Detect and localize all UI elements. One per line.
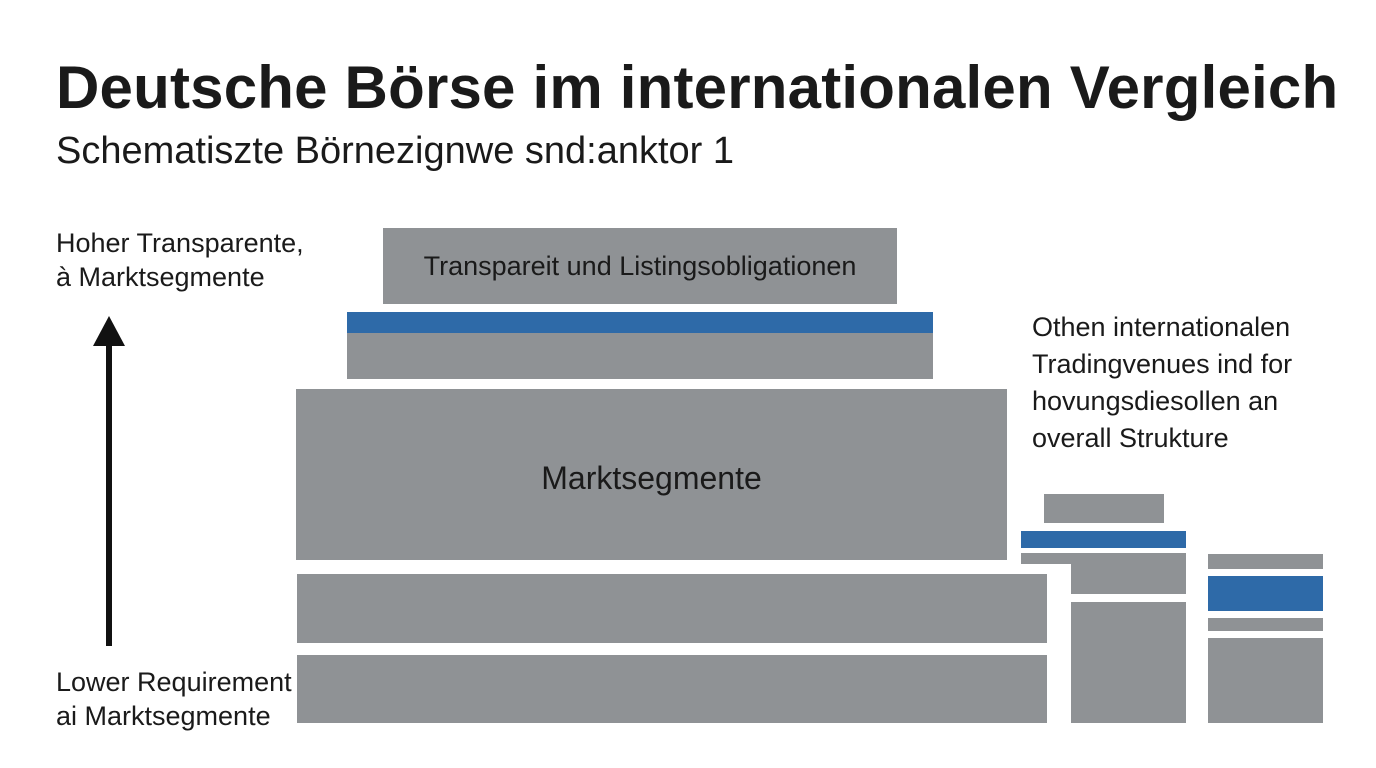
venue-a-base-layer: [1071, 602, 1186, 723]
axis-top-label-line-2: à Marktsegmente: [56, 262, 265, 292]
other-venues-label-line-1: Othen internationalen: [1032, 312, 1291, 342]
arrow-up-shaft: [106, 338, 112, 646]
venue-b-thin-layer: [1208, 618, 1323, 631]
pyramid-middle-layer-label: Marktsegmente: [541, 460, 762, 496]
pyramid-top-layer: [383, 228, 897, 304]
diagram-subtitle: Schematiszte Börnezignwe snd:anktor 1: [56, 130, 735, 172]
pyramid-second-layer: [347, 333, 933, 379]
axis-top-label-line-1: Hoher Transparente,: [56, 228, 304, 258]
venue-b-base-layer: [1208, 638, 1323, 723]
axis-top-label: Hoher Transparente, à Marktsegmente: [56, 226, 304, 294]
venue-a-accent-stripe: [1021, 531, 1186, 548]
axis-bottom-label: Lower Requirement ai Marktsegmente: [56, 665, 292, 733]
pyramid-accent-stripe: [347, 312, 933, 333]
axis-bottom-label-line-2: ai Marktsegmente: [56, 701, 271, 731]
other-venues-label-line-3: hovungsdiesollen an: [1032, 386, 1279, 416]
pyramid-top-layer-label: Transpareit und Listingsobligationen: [423, 250, 857, 281]
other-venues-label-line-4: overall Strukture: [1032, 423, 1229, 453]
venue-b-top-layer: [1208, 554, 1323, 569]
pyramid-base-layer-upper: [297, 574, 1047, 643]
pyramid-base-layer-lower: [297, 655, 1047, 723]
venue-a-thin-layer: [1021, 553, 1186, 564]
axis-bottom-label-line-1: Lower Requirement: [56, 667, 292, 697]
pyramid-middle-layer: [296, 389, 1007, 560]
diagram-title: Deutsche Börse im internationalen Vergle…: [56, 54, 1339, 121]
other-venues-label-line-2: Tradingvenues ind for: [1032, 349, 1293, 379]
other-venues-label: Othen internationalen Tradingvenues ind …: [1032, 309, 1292, 457]
venue-a-top-layer: [1044, 494, 1164, 523]
venue-a-middle-layer: [1071, 564, 1186, 594]
venue-b-accent-block: [1208, 576, 1323, 611]
